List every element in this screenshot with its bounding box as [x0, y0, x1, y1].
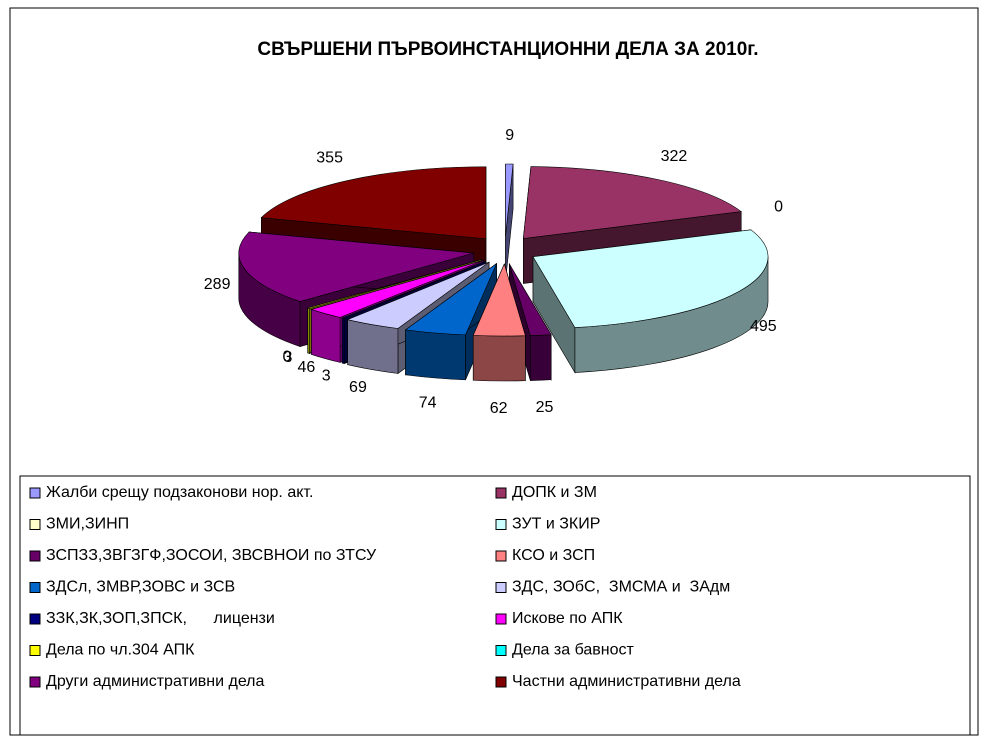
slice: [346, 261, 490, 329]
legend-swatch: [29, 645, 41, 656]
data-label: 3: [284, 349, 293, 366]
legend-swatch: [495, 645, 507, 656]
slice: [472, 263, 526, 337]
slice-side: [530, 334, 552, 381]
data-label: 46: [297, 359, 315, 376]
legend-swatch: [29, 519, 41, 530]
data-label: 355: [316, 150, 343, 167]
slice: [310, 260, 484, 318]
slice: [260, 166, 487, 240]
slice-side: [307, 307, 310, 354]
legend-label: Дела за бавност: [512, 642, 634, 659]
legend-label: ЗДС, ЗОбС, ЗМСМА и ЗАдм: [512, 579, 730, 596]
legend-swatch: [29, 550, 41, 562]
slice: [306, 259, 482, 309]
legend-label: ЗДСл, ЗМВР,ЗОВС и ЗСВ: [46, 579, 235, 596]
slice: [522, 166, 743, 239]
slice: [509, 263, 552, 336]
legend-swatch: [495, 487, 507, 499]
data-label: 3: [322, 368, 331, 385]
slice: [404, 262, 498, 336]
slice-side: [405, 329, 466, 381]
legend-swatch: [495, 613, 507, 625]
legend-swatch: [29, 582, 41, 593]
legend-label: Дела по чл.304 АПК: [46, 642, 195, 659]
slice: [505, 163, 514, 237]
data-label: 495: [750, 318, 777, 335]
legend-label: ДОПК и ЗМ: [512, 484, 597, 501]
data-label: 322: [661, 148, 688, 165]
legend-swatch: [29, 613, 41, 625]
data-label: 25: [536, 399, 554, 416]
legend-label: ЗЗК,ЗК,ЗОП,ЗПСК, лицензи: [46, 610, 275, 627]
slice: [341, 260, 486, 319]
slice-side: [472, 335, 526, 382]
legend-label: Частни административни дела: [512, 673, 741, 690]
chart-title: СВЪРШЕНИ ПЪРВОИНСТАНЦИОННИ ДЕЛА ЗА 2010г…: [257, 39, 758, 60]
data-label: 0: [282, 348, 291, 365]
legend-label: Жалби срещу подзаконови нор. акт.: [46, 484, 313, 501]
legend-swatch: [29, 676, 41, 688]
legend-swatch: [495, 550, 507, 562]
slice: [238, 231, 474, 302]
legend-label: Искове по АПК: [512, 610, 623, 627]
slice-tops: [238, 163, 769, 337]
legend-label: ЗМИ,ЗИНП: [46, 516, 129, 533]
slice-side: [341, 317, 345, 365]
slice: [532, 229, 769, 328]
legend-swatch: [495, 519, 507, 530]
legend-label: ЗСПЗЗ,ЗВГЗГФ,ЗОСОИ, ЗВСВНОИ по ЗТСУ: [46, 547, 377, 564]
slice-side: [311, 308, 341, 363]
data-label: 74: [419, 395, 437, 412]
legend-box: [19, 475, 971, 736]
legend-label: ЗУТ и ЗКИР: [512, 516, 600, 533]
data-label: 0: [774, 199, 783, 216]
legend-label: КСО и ЗСП: [512, 547, 595, 564]
legend-swatch: [495, 582, 507, 593]
data-label: 62: [490, 400, 508, 417]
legend-swatch: [29, 487, 41, 499]
data-label: 9: [505, 127, 514, 144]
data-label: 289: [204, 276, 231, 293]
legend-swatch: [495, 676, 507, 688]
legend-label: Други административни дела: [46, 673, 265, 690]
data-label: 69: [349, 379, 367, 396]
